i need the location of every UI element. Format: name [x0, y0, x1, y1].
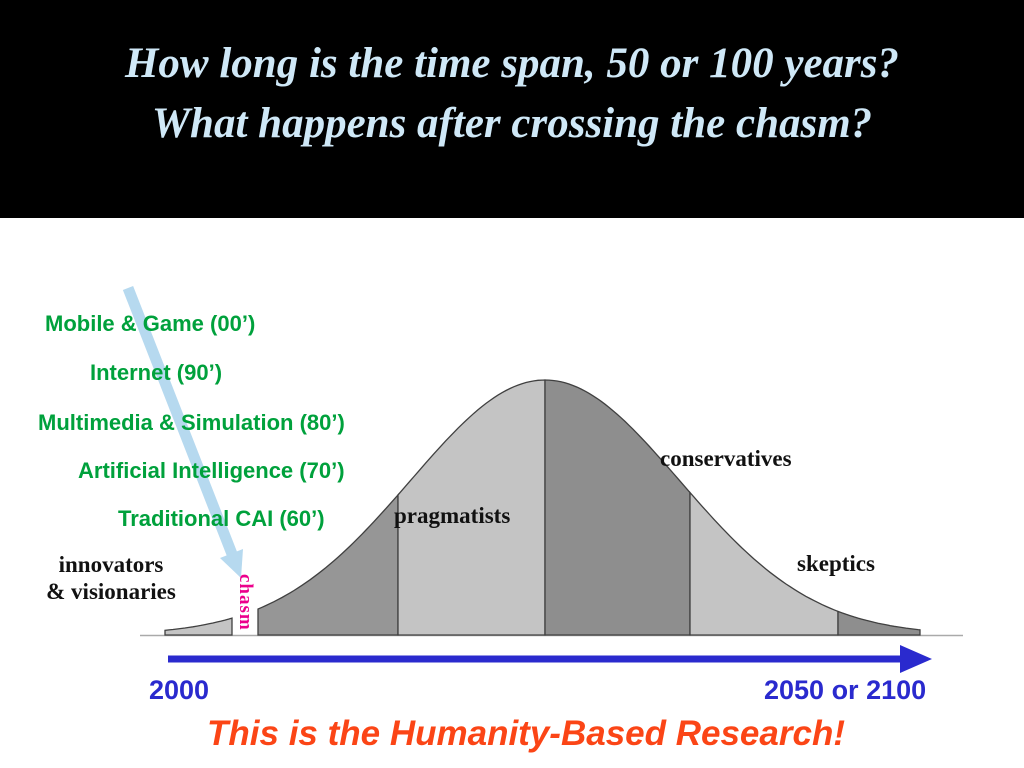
label-conservatives: conservatives [660, 446, 792, 471]
curve-segment-late-majority [689, 490, 839, 636]
curve-segment-pragmatists [397, 379, 546, 636]
curve-segment-skeptics [837, 610, 921, 636]
timeline-start-year: 2000 [149, 675, 210, 705]
label-innovators-line2: & visionaries [46, 579, 176, 604]
label-chasm: chasm [235, 573, 256, 631]
slide-title-line2: What happens after crossing the chasm? [151, 100, 873, 147]
label-innovators-line1: innovators [58, 552, 164, 577]
curve-segment-innovators [164, 617, 233, 636]
tech-item-internet: Internet (90’) [90, 360, 223, 385]
timeline-arrow-head-icon [900, 645, 932, 673]
curve-segment-conservatives [544, 379, 691, 636]
label-innovators-visionaries: innovators & visionaries [26, 551, 196, 605]
chasm-pointer-arrow-head-icon [220, 549, 243, 578]
tech-item-artificial-intelligence: Artificial Intelligence (70’) [78, 458, 345, 483]
title-banner: How long is the time span, 50 or 100 yea… [0, 0, 1024, 218]
label-pragmatists: pragmatists [394, 503, 511, 528]
chasm-pointer-arrow-shaft [122, 285, 238, 557]
tech-item-traditional-cai: Traditional CAI (60’) [118, 506, 325, 531]
footer-statement: This is the Humanity-Based Research! [207, 714, 845, 753]
timeline-end-year: 2050 or 2100 [764, 675, 927, 705]
tech-item-mobile-game: Mobile & Game (00’) [45, 311, 256, 336]
curve-segment-early-market [257, 493, 399, 636]
tech-item-multimedia-simulation: Multimedia & Simulation (80’) [38, 410, 345, 435]
slide-title-line1: How long is the time span, 50 or 100 yea… [124, 40, 900, 87]
curve-segments [164, 379, 921, 636]
label-skeptics: skeptics [797, 551, 875, 576]
